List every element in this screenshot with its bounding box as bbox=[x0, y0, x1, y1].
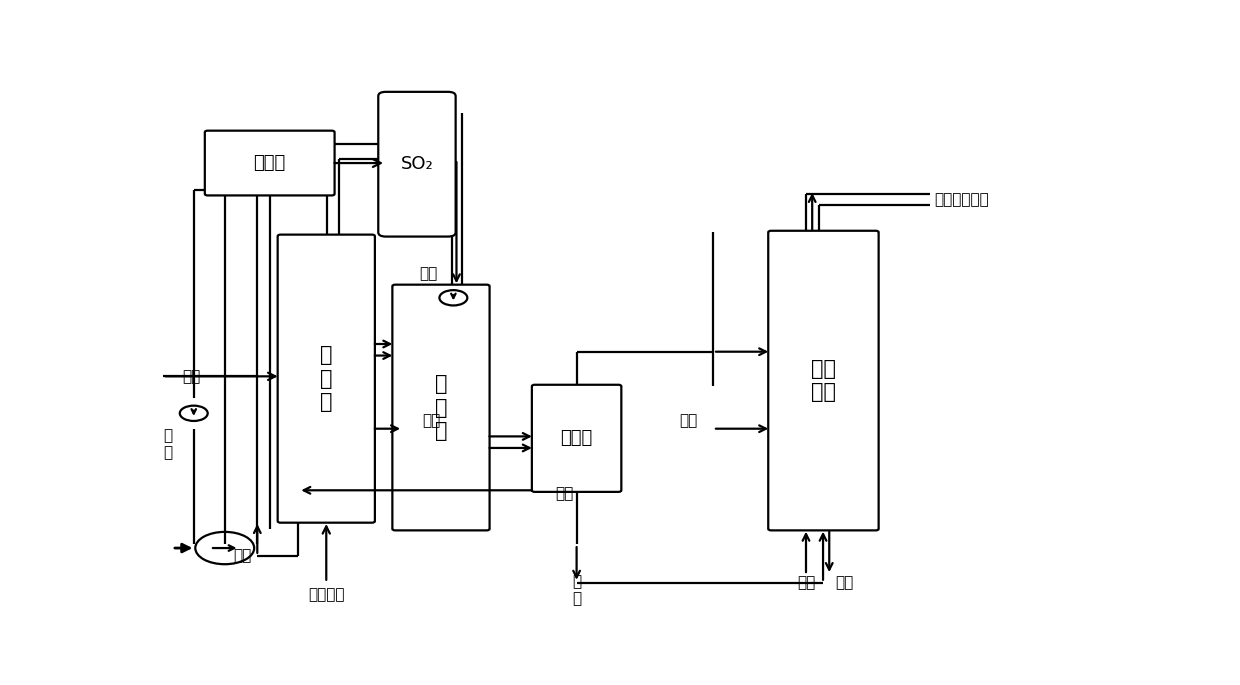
Text: 燃硫炉: 燃硫炉 bbox=[253, 154, 286, 172]
Text: 蒸汽: 蒸汽 bbox=[797, 575, 815, 590]
Text: 氯气: 氯气 bbox=[680, 414, 697, 429]
Text: 卤水: 卤水 bbox=[233, 548, 252, 563]
Text: 捕沫塔: 捕沫塔 bbox=[560, 429, 593, 447]
FancyBboxPatch shape bbox=[205, 131, 335, 195]
FancyBboxPatch shape bbox=[378, 92, 455, 236]
Text: 空气鼓入: 空气鼓入 bbox=[308, 587, 345, 601]
Text: 液
体: 液 体 bbox=[572, 574, 582, 607]
Text: 二次
氧化: 二次 氧化 bbox=[811, 359, 836, 402]
Text: SO₂: SO₂ bbox=[401, 155, 433, 173]
Text: 排水: 排水 bbox=[423, 414, 440, 429]
Text: 淡水: 淡水 bbox=[419, 266, 438, 281]
FancyBboxPatch shape bbox=[769, 231, 879, 530]
Text: 排水: 排水 bbox=[836, 575, 853, 590]
FancyBboxPatch shape bbox=[532, 385, 621, 492]
FancyBboxPatch shape bbox=[392, 285, 490, 530]
Text: 加
酸: 加 酸 bbox=[162, 428, 172, 460]
Text: 吹
出
塔: 吹 出 塔 bbox=[320, 345, 332, 412]
Text: 通氯: 通氯 bbox=[182, 369, 201, 384]
Text: 吸
收
塔: 吸 收 塔 bbox=[435, 374, 448, 440]
FancyBboxPatch shape bbox=[278, 235, 374, 523]
Text: 气体: 气体 bbox=[556, 486, 573, 501]
Text: 精馏得到成品: 精馏得到成品 bbox=[934, 192, 988, 207]
